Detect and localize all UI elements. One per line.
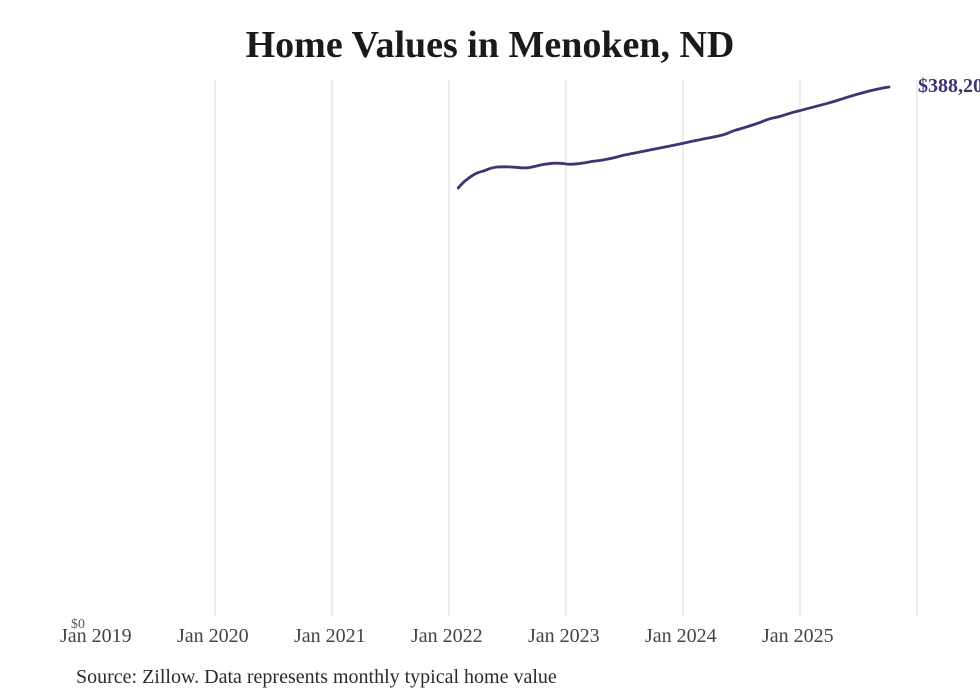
- svg-text:Jan 2024: Jan 2024: [645, 625, 717, 647]
- svg-text:Jan 2023: Jan 2023: [528, 625, 600, 647]
- svg-text:$388,208: $388,208: [918, 75, 980, 97]
- svg-text:Jan 2019: Jan 2019: [60, 625, 132, 647]
- svg-text:Jan 2020: Jan 2020: [177, 625, 249, 647]
- svg-text:Jan 2021: Jan 2021: [294, 625, 366, 647]
- svg-text:Jan 2022: Jan 2022: [411, 625, 483, 647]
- svg-text:Jan 2025: Jan 2025: [762, 625, 834, 647]
